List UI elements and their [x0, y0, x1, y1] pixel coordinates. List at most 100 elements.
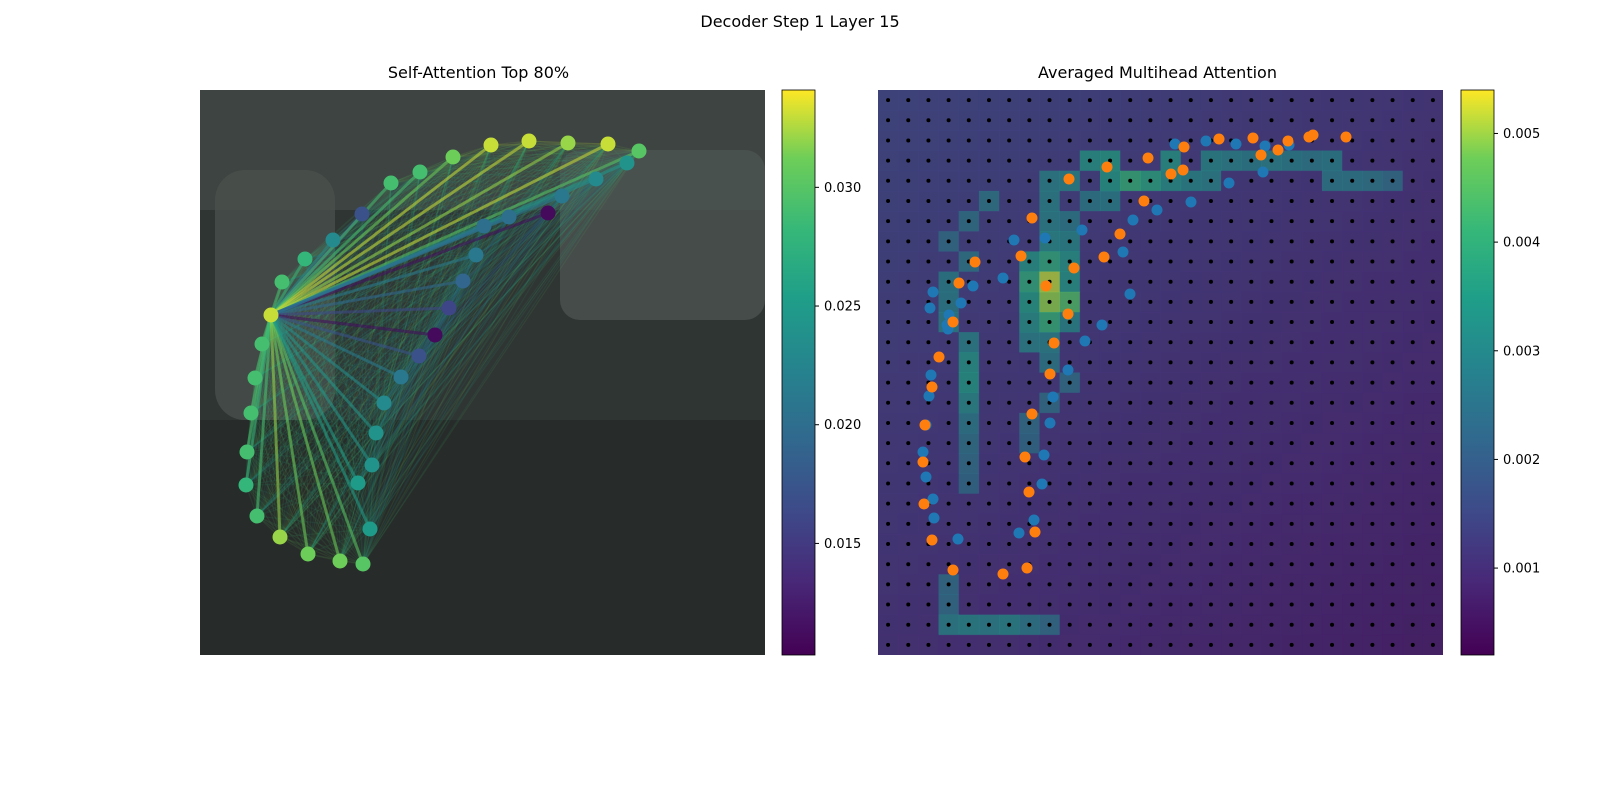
- attention-edge: [371, 182, 392, 466]
- grid-dot: [1067, 279, 1072, 284]
- attention-edge: [339, 307, 450, 562]
- grid-dot: [1027, 299, 1032, 304]
- attention-edge: [418, 171, 421, 357]
- grid-dot: [1330, 400, 1335, 405]
- right-colorbar-tick-label: 0.002: [1503, 453, 1540, 468]
- series-point: [1048, 337, 1060, 349]
- grid-dot: [886, 461, 891, 466]
- grid-dot: [946, 340, 951, 345]
- series-point: [919, 419, 931, 431]
- grid-dot: [1188, 320, 1193, 325]
- grid-dot: [1229, 118, 1234, 123]
- grid-dot: [926, 622, 931, 627]
- attention-edge: [362, 307, 450, 565]
- grid-dot: [1249, 420, 1254, 425]
- figure-suptitle: Decoder Step 1 Layer 15: [700, 12, 900, 31]
- attention-edge: [332, 143, 609, 241]
- grid-dot: [1430, 501, 1435, 506]
- grid-dot: [1007, 118, 1012, 123]
- grid-dot: [1410, 602, 1415, 607]
- attention-edge: [261, 178, 597, 345]
- grid-dot: [1249, 239, 1254, 244]
- grid-dot: [986, 501, 991, 506]
- grid-dot: [1007, 138, 1012, 143]
- grid-dot: [1249, 562, 1254, 567]
- grid-dot: [1188, 118, 1193, 123]
- grid-dot: [1148, 602, 1153, 607]
- attention-edge: [307, 225, 485, 555]
- grid-dot: [1128, 562, 1133, 567]
- grid-dot: [1148, 360, 1153, 365]
- grid-dot: [1229, 320, 1234, 325]
- series-point: [933, 351, 945, 363]
- grid-dot: [906, 521, 911, 526]
- attention-edge: [369, 307, 450, 530]
- grid-dot: [1208, 582, 1213, 587]
- grid-dot: [1027, 400, 1032, 405]
- grid-dot: [1410, 400, 1415, 405]
- grid-dot: [1289, 582, 1294, 587]
- attention-edge: [375, 216, 510, 434]
- grid-dot: [1229, 380, 1234, 385]
- grid-dot: [1410, 340, 1415, 345]
- grid-dot: [1410, 582, 1415, 587]
- grid-dot: [1269, 441, 1274, 446]
- attention-point: [393, 369, 409, 385]
- grid-dot: [1350, 198, 1355, 203]
- attention-edge: [371, 195, 563, 466]
- grid-dot: [1410, 178, 1415, 183]
- grid-dot: [1007, 219, 1012, 224]
- grid-dot: [946, 622, 951, 627]
- attention-point: [455, 273, 471, 289]
- grid-dot: [1168, 400, 1173, 405]
- series-point: [1101, 161, 1113, 173]
- attention-edge: [369, 143, 609, 530]
- grid-dot: [1309, 158, 1314, 163]
- grid-dot: [1289, 521, 1294, 526]
- grid-dot: [886, 400, 891, 405]
- grid-dot: [1350, 259, 1355, 264]
- grid-dot: [1208, 219, 1213, 224]
- grid-dot: [1249, 461, 1254, 466]
- grid-dot: [1128, 279, 1133, 284]
- grid-dot: [966, 622, 971, 627]
- attention-edge: [357, 171, 421, 484]
- grid-dot: [1007, 178, 1012, 183]
- grid-dot: [1309, 320, 1314, 325]
- attention-point: [272, 529, 288, 545]
- grid-dot: [1067, 259, 1072, 264]
- attention-edge: [256, 171, 421, 517]
- series-point: [947, 564, 959, 576]
- attention-point: [362, 521, 378, 537]
- attention-edge: [361, 213, 485, 227]
- grid-dot: [886, 642, 891, 647]
- grid-dot: [1168, 178, 1173, 183]
- grid-dot: [1087, 279, 1092, 284]
- grid-dot: [1208, 360, 1213, 365]
- attention-edge: [339, 162, 628, 562]
- grid-dot: [986, 279, 991, 284]
- grid-dot: [1430, 279, 1435, 284]
- grid-dot: [906, 340, 911, 345]
- grid-dot: [1330, 582, 1335, 587]
- grid-dot: [1269, 602, 1274, 607]
- grid-dot: [986, 461, 991, 466]
- grid-dot: [1410, 481, 1415, 486]
- grid-dot: [1128, 118, 1133, 123]
- grid-dot: [1410, 118, 1415, 123]
- series-point: [1177, 164, 1189, 176]
- grid-dot: [1430, 542, 1435, 547]
- grid-dot: [1208, 239, 1213, 244]
- attention-edge: [357, 212, 549, 484]
- attention-edge: [448, 178, 597, 309]
- grid-dot: [1269, 461, 1274, 466]
- attention-edge: [339, 182, 392, 562]
- grid-dot: [1188, 602, 1193, 607]
- attention-edge: [339, 140, 530, 562]
- attention-point: [254, 336, 270, 352]
- grid-dot: [1128, 622, 1133, 627]
- grid-dot: [1208, 602, 1213, 607]
- attention-edge: [390, 162, 628, 184]
- grid-dot: [1168, 380, 1173, 385]
